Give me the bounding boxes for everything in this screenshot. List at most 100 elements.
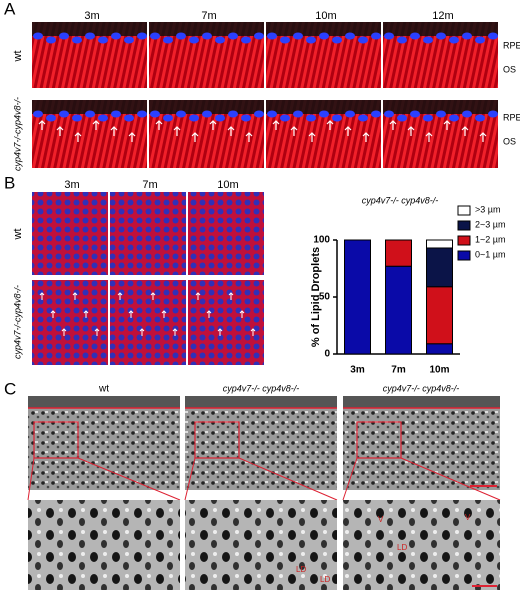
y-tick-label: 100 bbox=[313, 235, 330, 246]
nucleus bbox=[137, 32, 147, 40]
micrograph bbox=[110, 280, 186, 365]
rpe-band bbox=[383, 100, 498, 114]
rpe-band bbox=[32, 100, 147, 114]
annotation: LD bbox=[397, 543, 407, 552]
micrograph bbox=[110, 192, 186, 275]
nucleus bbox=[410, 110, 420, 118]
nucleus bbox=[423, 36, 433, 44]
nucleus bbox=[436, 32, 446, 40]
nucleus bbox=[319, 110, 329, 118]
nucleus bbox=[176, 32, 186, 40]
arrow bbox=[128, 132, 136, 142]
nucleus bbox=[98, 114, 108, 122]
bar-segment bbox=[385, 239, 412, 267]
arrow bbox=[39, 292, 45, 300]
column-label: 3m bbox=[64, 179, 79, 191]
column-label: 7m bbox=[201, 10, 216, 22]
legend-label: >3 µm bbox=[475, 204, 500, 214]
nucleus bbox=[228, 32, 238, 40]
panel-label: C bbox=[4, 379, 16, 398]
arrow bbox=[461, 126, 469, 136]
arrow bbox=[38, 120, 46, 130]
arrow bbox=[128, 310, 134, 318]
nucleus bbox=[215, 114, 225, 122]
nucleus bbox=[163, 36, 173, 44]
y-tick-label: 0 bbox=[324, 349, 330, 360]
legend-label: 0~1 µm bbox=[475, 249, 505, 259]
column-label: 10m bbox=[217, 179, 238, 191]
arrow bbox=[139, 328, 145, 336]
em-overview bbox=[28, 396, 180, 490]
nucleus bbox=[46, 36, 56, 44]
arrow bbox=[155, 120, 163, 130]
rpe-edge bbox=[343, 396, 500, 408]
em-overview bbox=[185, 396, 337, 490]
nucleus bbox=[124, 114, 134, 122]
bar-segment bbox=[426, 247, 453, 288]
nucleus bbox=[332, 114, 342, 122]
nucleus bbox=[488, 110, 498, 118]
arrow bbox=[74, 132, 82, 142]
nucleus bbox=[33, 32, 43, 40]
arrow bbox=[407, 126, 415, 136]
arrow bbox=[425, 132, 433, 142]
nucleus bbox=[124, 36, 134, 44]
rpe-band bbox=[266, 22, 381, 36]
nucleus bbox=[488, 32, 498, 40]
nucleus bbox=[397, 36, 407, 44]
nucleus bbox=[371, 32, 381, 40]
nucleus bbox=[449, 36, 459, 44]
nucleus bbox=[280, 36, 290, 44]
nucleus bbox=[254, 110, 264, 118]
nucleus bbox=[72, 114, 82, 122]
column-label: 7m bbox=[142, 179, 157, 191]
x-tick-label: 3m bbox=[350, 365, 365, 376]
arrow bbox=[228, 292, 234, 300]
nucleus bbox=[111, 32, 121, 40]
nucleus bbox=[215, 36, 225, 44]
rpe-edge bbox=[28, 396, 180, 408]
nucleus bbox=[202, 110, 212, 118]
arrow bbox=[72, 292, 78, 300]
zoom-line bbox=[184, 457, 196, 501]
arrow bbox=[94, 328, 100, 336]
rpe-band bbox=[149, 100, 264, 114]
rpe-band bbox=[149, 22, 264, 36]
column-label: wt bbox=[98, 384, 109, 395]
nucleus bbox=[462, 110, 472, 118]
nucleus bbox=[241, 36, 251, 44]
row-label: cyp4v7-/-cyp4v8-/- bbox=[12, 97, 22, 171]
annotation: V bbox=[378, 515, 384, 524]
arrow bbox=[83, 310, 89, 318]
micrograph bbox=[32, 192, 108, 275]
bar-segment bbox=[426, 286, 453, 345]
nucleus bbox=[150, 110, 160, 118]
annotation: LD bbox=[296, 565, 306, 574]
nucleus bbox=[150, 32, 160, 40]
column-label: 10m bbox=[315, 10, 336, 22]
layer-label: RPE bbox=[503, 112, 520, 122]
micrograph bbox=[188, 280, 264, 365]
nucleus bbox=[202, 32, 212, 40]
panel-label: A bbox=[4, 0, 16, 18]
x-tick-label: 10m bbox=[429, 365, 449, 376]
zoom-box bbox=[356, 421, 402, 459]
nucleus bbox=[137, 110, 147, 118]
nucleus bbox=[228, 110, 238, 118]
zoom-box bbox=[33, 421, 79, 459]
nucleus bbox=[72, 36, 82, 44]
layer-label: OS bbox=[503, 64, 516, 74]
column-label: 3m bbox=[84, 10, 99, 22]
annotation: LD bbox=[320, 575, 330, 584]
row-label: cyp4v7-/-cyp4v8-/- bbox=[12, 285, 22, 359]
nucleus bbox=[280, 114, 290, 122]
bar-segment bbox=[426, 239, 453, 249]
zoom-line bbox=[238, 457, 338, 501]
nucleus bbox=[358, 114, 368, 122]
rpe-band bbox=[266, 100, 381, 114]
nucleus bbox=[176, 110, 186, 118]
panel-label: B bbox=[4, 173, 15, 192]
legend-label: 2~3 µm bbox=[475, 219, 505, 229]
arrow bbox=[217, 328, 223, 336]
zoom-box bbox=[194, 421, 240, 459]
